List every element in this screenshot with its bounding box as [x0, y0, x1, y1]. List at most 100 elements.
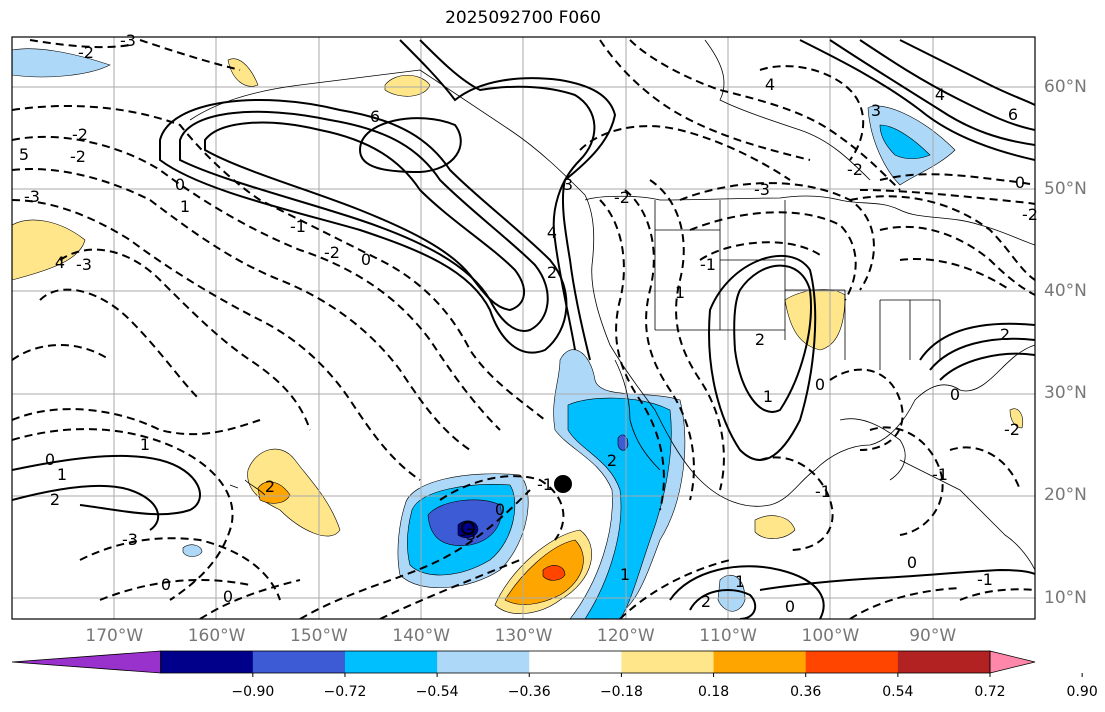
contour-label: 3: [563, 175, 573, 194]
contour-label: -3: [460, 525, 476, 544]
contour-label: 1: [57, 465, 67, 484]
colorbar-tick-label: 0.18: [697, 684, 730, 700]
contour-label: 1: [180, 197, 190, 216]
contour-label: -1: [700, 255, 716, 274]
negative-anomaly-area: [182, 544, 203, 557]
latitude-label: 50°N: [1044, 179, 1087, 200]
longitude-label: 90°W: [909, 626, 957, 646]
contour-label: -3: [754, 180, 770, 199]
contour-label: 2: [1000, 325, 1010, 344]
contours-solid: [12, 39, 1035, 619]
contour-label: 4: [935, 85, 945, 104]
colorbar-tick-label: −0.18: [599, 684, 643, 700]
negative-anomaly-area: [12, 48, 111, 78]
contour-label: 2: [607, 451, 617, 470]
contour-label: -2: [847, 160, 863, 179]
contour-label: 0: [815, 375, 825, 394]
colorbar-extend-low: [11, 650, 162, 674]
positive-anomaly-area: [542, 565, 566, 581]
contour-label: 2: [701, 592, 711, 611]
colorbar-segment: [437, 651, 530, 673]
contour-label: -2: [614, 188, 630, 207]
negative-anomaly-area: [879, 124, 931, 160]
contour-label: 5: [19, 145, 29, 164]
contour-label: 2: [50, 490, 60, 509]
latitude-label: 40°N: [1044, 281, 1087, 302]
colorbar-segment: [713, 651, 807, 673]
storm-center-marker: [461, 521, 475, 535]
contour-label: 3: [871, 101, 881, 120]
contour-label: 0: [361, 250, 371, 269]
longitude-label: 110°W: [699, 626, 757, 646]
positive-anomaly-area: [12, 219, 86, 281]
contour-label: 6: [370, 107, 380, 126]
colorbar-extend-high: [989, 650, 1036, 674]
contour-label: -2: [324, 243, 340, 262]
contour-label: -2: [78, 43, 94, 62]
longitude-label: 160°W: [187, 626, 246, 646]
colorbar-tick-label: 0.90: [1066, 684, 1098, 700]
colorbar-segment: [160, 651, 254, 673]
contour-label: 4: [55, 253, 65, 272]
longitude-label: 170°W: [85, 626, 144, 646]
contour-label: 1: [140, 435, 150, 454]
colorbar-tick-label: 0.54: [882, 684, 914, 700]
colorbar-segment: [344, 651, 438, 673]
contour-label: 1: [763, 387, 773, 406]
longitude-label: 140°W: [392, 626, 451, 646]
latitude-label: 60°N: [1044, 77, 1087, 98]
contour-label: 1: [675, 283, 685, 302]
longitude-label: 100°W: [801, 626, 860, 646]
contour-label: 2: [755, 330, 765, 349]
positive-anomaly-area: [1009, 408, 1023, 429]
contour-label: -2: [72, 125, 88, 144]
contour-label: -1: [932, 465, 948, 484]
contour-label: 4: [547, 223, 557, 242]
longitude-label: 120°W: [596, 626, 655, 646]
contour-label: -3: [76, 255, 92, 274]
contour-label: -2: [1022, 205, 1038, 224]
contour-label: 0: [223, 587, 233, 606]
contour-label: -3: [120, 31, 136, 50]
contour-label: -2: [1004, 420, 1020, 439]
contour-label: 0: [950, 385, 960, 404]
longitude-label: 150°W: [290, 626, 348, 646]
contour-label: 2: [265, 477, 275, 496]
storm-center-marker: [554, 475, 572, 493]
contour-label: 0: [161, 575, 171, 594]
contour-label: 0: [45, 450, 55, 469]
positive-anomaly-area: [247, 448, 341, 537]
latitude-label: 30°N: [1044, 383, 1087, 404]
contour-label: -1: [537, 475, 553, 494]
negative-anomaly-area: [717, 575, 746, 612]
colorbar-tick-label: −0.36: [507, 684, 551, 700]
latitude-label: 20°N: [1044, 485, 1087, 506]
colorbar-tick-label: 0.36: [790, 684, 822, 700]
colorbar-tick-label: −0.54: [415, 684, 459, 700]
colorbar-tick-label: −0.72: [323, 684, 367, 700]
colorbar-segment: [252, 651, 346, 673]
colorbar-frame: [160, 650, 991, 674]
contour-label: 1: [735, 572, 745, 591]
contour-label: 0: [785, 597, 795, 616]
positive-anomaly-area: [257, 481, 291, 504]
colorbar-tick-label: −0.90: [231, 684, 275, 700]
coastlines: [189, 39, 1035, 571]
positive-anomaly-area: [384, 74, 431, 97]
colorbar: [11, 650, 1083, 677]
contour-label: -3: [24, 187, 40, 206]
shading-layer: [12, 48, 1023, 619]
colorbar-segment: [897, 651, 991, 673]
contour-label: -1: [815, 482, 831, 501]
longitude-label: 130°W: [494, 626, 553, 646]
contour-label: 6: [1008, 105, 1018, 124]
map-title: 2025092700 F060: [445, 8, 601, 28]
contour-label: 0: [175, 175, 185, 194]
contour-label: -3: [122, 530, 138, 549]
colorbar-segment: [529, 651, 622, 673]
contour-label: 0: [495, 500, 505, 519]
contour-label: -1: [290, 217, 306, 236]
contour-label: -2: [70, 147, 86, 166]
contour-label: 2: [547, 263, 557, 282]
